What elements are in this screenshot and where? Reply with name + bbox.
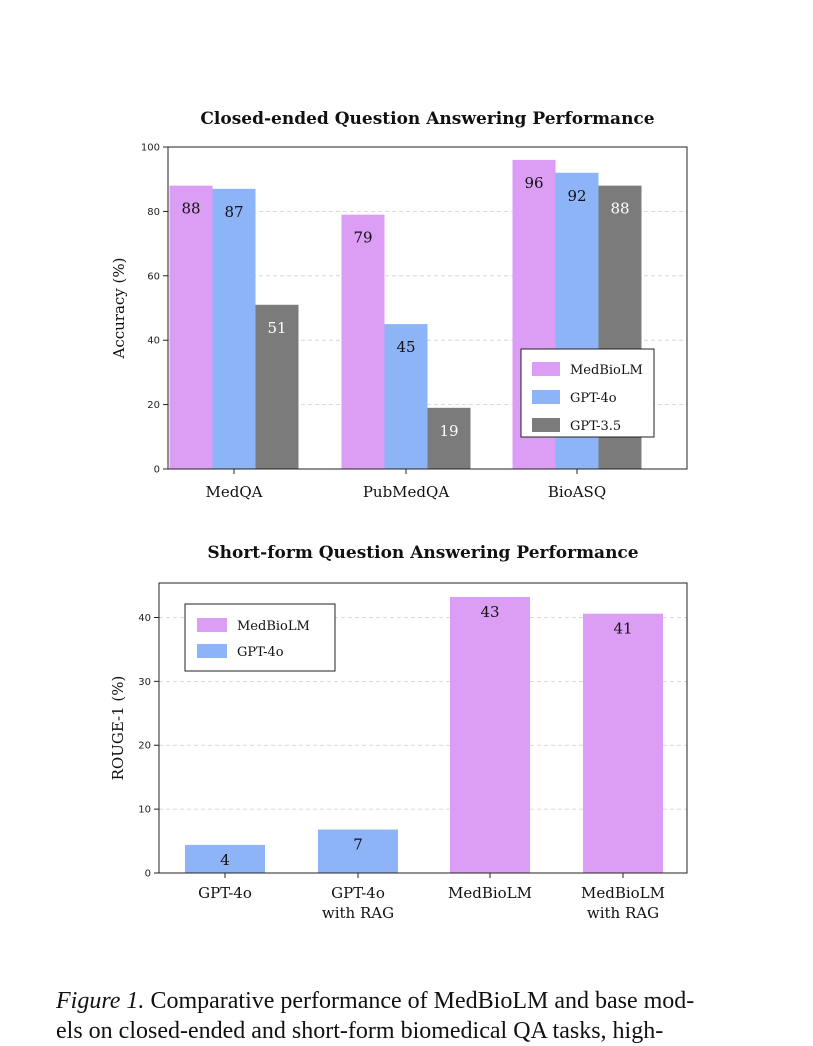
- legend-label: GPT-3.5: [570, 419, 621, 434]
- bar: [169, 185, 213, 469]
- legend-swatch: [532, 418, 560, 432]
- data-label: 43: [480, 603, 499, 621]
- bar: [341, 214, 385, 469]
- y-axis-label: ROUGE-1 (%): [109, 676, 127, 781]
- x-tick-label: with RAG: [322, 904, 394, 922]
- x-tick-label: GPT-4o: [198, 884, 252, 902]
- x-tick-label: GPT-4o: [331, 884, 385, 902]
- y-axis-label: Accuracy (%): [110, 257, 128, 359]
- y-tick-label: 80: [147, 207, 160, 218]
- caption-figure-number: Figure 1.: [56, 988, 145, 1014]
- y-tick-label: 20: [138, 741, 151, 752]
- y-tick-label: 20: [147, 400, 160, 411]
- data-label: 4: [220, 851, 230, 869]
- legend-label: GPT-4o: [237, 645, 284, 660]
- plot-frame: [158, 582, 688, 874]
- x-tick-label: with RAG: [587, 904, 659, 922]
- x-tick-label: MedBioLM: [581, 884, 665, 902]
- data-label: 79: [353, 229, 372, 247]
- x-tick-label: MedBioLM: [448, 884, 532, 902]
- data-label: 41: [613, 620, 632, 638]
- short-form-qa-chart: Short-form Question Answering Performanc…: [109, 543, 688, 922]
- legend-label: GPT-4o: [570, 391, 617, 406]
- y-tick-label: 40: [147, 336, 160, 347]
- legend-box: [184, 603, 336, 672]
- legend-swatch: [532, 390, 560, 404]
- caption-text-2: els on closed-ended and short-form biome…: [56, 1018, 664, 1044]
- data-label: 19: [439, 422, 458, 440]
- bar: [212, 188, 256, 470]
- y-tick-label: 60: [147, 271, 160, 282]
- data-label: 88: [610, 200, 629, 218]
- x-tick-label: MedQA: [206, 483, 263, 501]
- y-tick-label: 30: [138, 677, 151, 688]
- bar: [185, 844, 265, 873]
- legend-swatch: [197, 644, 227, 658]
- y-tick-label: 40: [138, 613, 151, 624]
- legend: MedBioLM GPT-4o GPT-3.5: [520, 348, 655, 438]
- figure-caption: Figure 1. Comparative performance of Med…: [56, 986, 796, 1046]
- chart-title: Closed-ended Question Answering Performa…: [200, 109, 654, 129]
- caption-line-2: els on closed-ended and short-form biome…: [56, 1016, 796, 1046]
- legend: MedBioLM GPT-4o: [184, 603, 336, 672]
- bar: [427, 407, 471, 469]
- data-label: 88: [181, 200, 200, 218]
- bar: [318, 829, 398, 873]
- legend-swatch: [532, 362, 560, 376]
- bar: [384, 324, 428, 469]
- caption-text-1: Comparative performance of MedBioLM and …: [144, 988, 695, 1014]
- y-tick-label: 100: [141, 143, 160, 154]
- data-label: 96: [524, 174, 543, 192]
- data-label: 45: [396, 338, 415, 356]
- x-tick-label: PubMedQA: [363, 483, 449, 501]
- legend-label: MedBioLM: [237, 619, 310, 634]
- bar: [583, 613, 663, 873]
- chart-title: Short-form Question Answering Performanc…: [207, 543, 638, 563]
- legend-swatch: [197, 618, 227, 632]
- y-tick-label: 10: [138, 805, 151, 816]
- caption-line-1: Figure 1. Comparative performance of Med…: [56, 986, 796, 1016]
- legend-label: MedBioLM: [570, 363, 643, 378]
- closed-ended-qa-chart: Closed-ended Question Answering Performa…: [110, 109, 688, 501]
- x-tick-label: BioASQ: [548, 483, 606, 501]
- bar: [255, 304, 299, 469]
- data-label: 7: [353, 836, 363, 854]
- bar: [450, 597, 530, 873]
- plot-frame: [167, 146, 688, 470]
- data-label: 92: [567, 187, 586, 205]
- y-tick-label: 0: [145, 869, 151, 880]
- data-label: 51: [267, 319, 286, 337]
- y-tick-label: 0: [154, 465, 160, 476]
- data-label: 87: [224, 203, 243, 221]
